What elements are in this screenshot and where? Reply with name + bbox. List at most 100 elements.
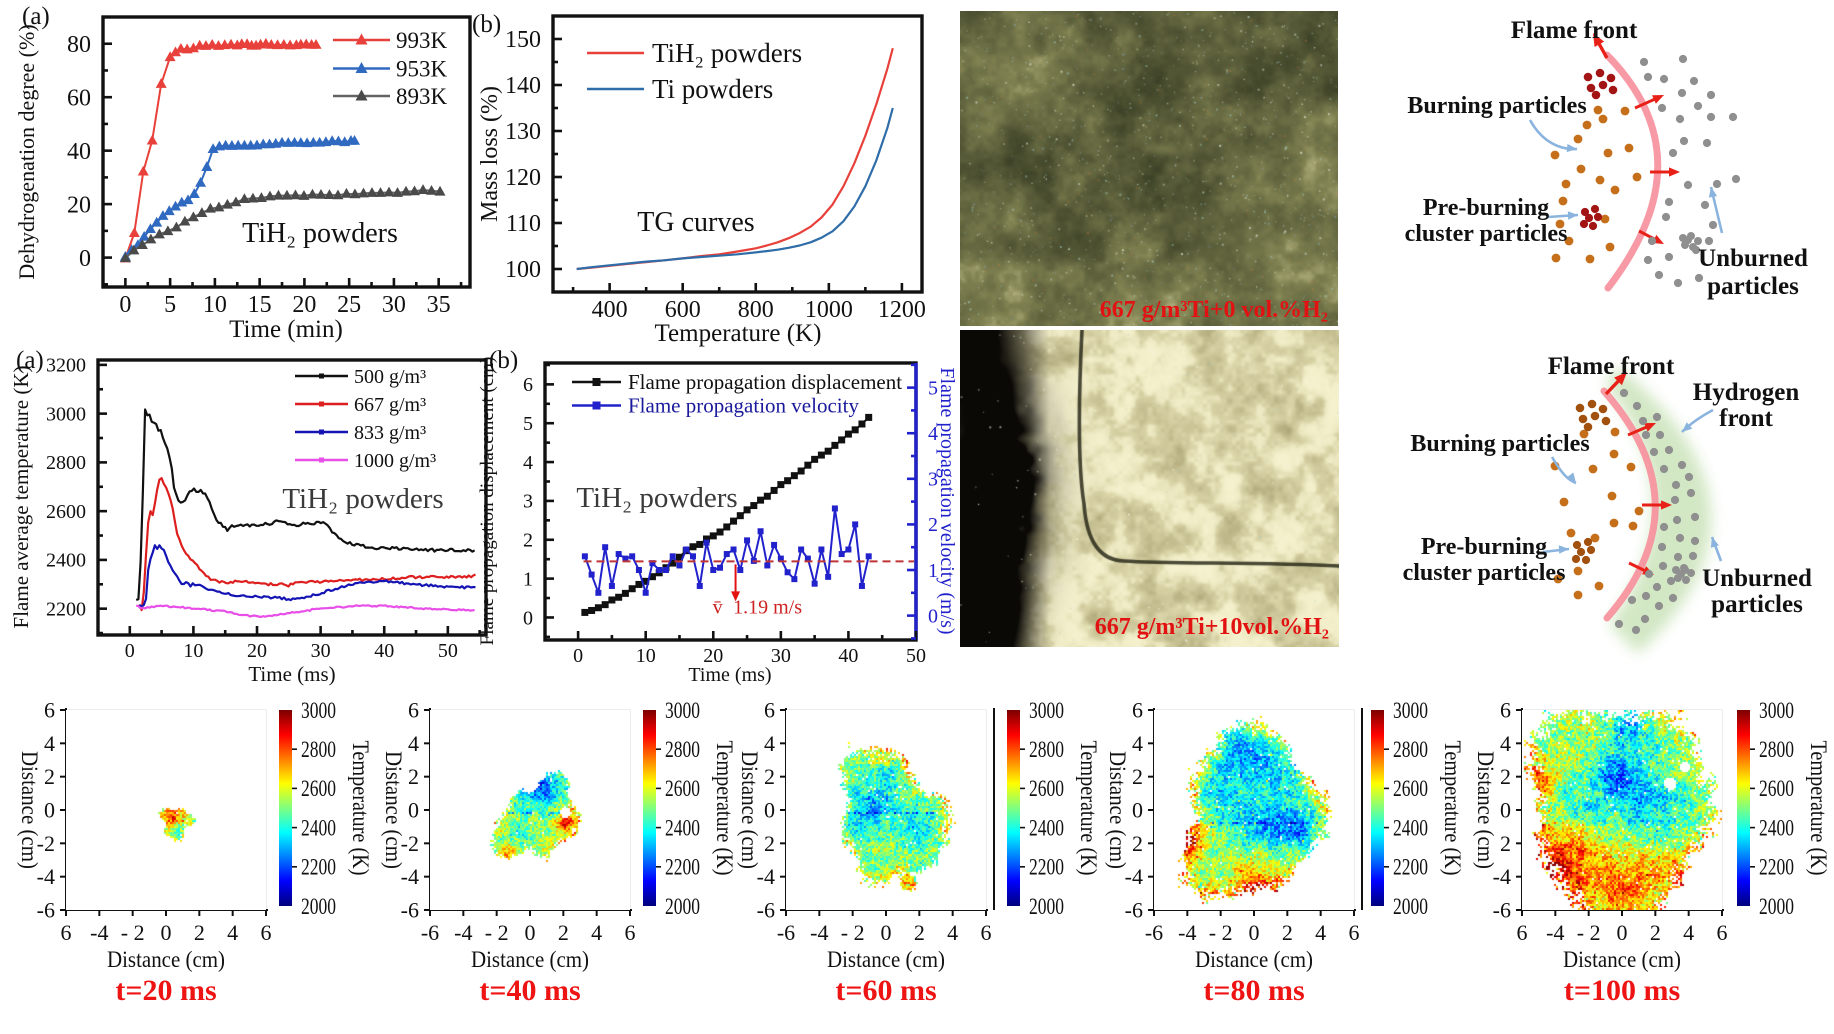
series-marker [434, 185, 446, 196]
colorbar-tick-label: 2000 [1759, 894, 1794, 919]
x-tick-label: -4 [1178, 920, 1196, 945]
y-tick-label: -6 [1125, 897, 1143, 922]
colorbar-tick-label: 2600 [665, 776, 700, 801]
heatmap-t40ms-caption: t=40 ms [479, 974, 581, 1007]
panel-letter: (a) [22, 3, 50, 30]
series-marker [804, 555, 811, 562]
unburned-particle-dot [1675, 533, 1685, 543]
temperature-map-40ms-cells [430, 710, 630, 910]
y-tick-label: 2 [408, 764, 419, 789]
burning-particle-dot [1632, 172, 1642, 182]
burning-particle-dot [1610, 427, 1620, 437]
series-marker [136, 239, 148, 250]
unburned-particle-dot [1664, 445, 1674, 455]
x-tick-label: 1000 [805, 297, 853, 323]
x-tick-label: 0 [1617, 920, 1628, 945]
panel-letter: (b) [472, 11, 501, 38]
colorbar-tick-label: 3000 [665, 698, 700, 723]
series-marker [601, 601, 609, 609]
burning-particle-dot [1551, 253, 1561, 263]
series-marker [662, 567, 669, 574]
series-marker [710, 567, 717, 574]
series-marker [764, 562, 771, 569]
x-tick-label: 20 [703, 645, 723, 667]
y-tick-label: 6 [44, 697, 55, 722]
x-tick-label: 40 [374, 640, 394, 662]
burning-particle-dot [1598, 114, 1608, 124]
cluster-particle-dot [1591, 90, 1601, 100]
y-tick-label: 4 [1132, 731, 1143, 756]
x-axis-title: Distance (cm) [471, 947, 589, 972]
annotation-arrowhead [1558, 545, 1569, 554]
series-marker [635, 580, 643, 588]
y-tick-label: 0 [523, 607, 533, 629]
x-tick-label: - 2 [841, 920, 865, 945]
colorbar-tick-label: 2200 [301, 855, 336, 880]
burning-particle-dot [1609, 518, 1619, 528]
y-axis-title: Dehydrogenation degree (%) [14, 24, 39, 279]
colorbar-tick-label: 2800 [301, 737, 336, 762]
series-marker [187, 42, 199, 53]
x-tick-label: 0 [119, 292, 131, 318]
series-marker [187, 211, 199, 222]
colorbar-tick-label: 2400 [1393, 815, 1428, 840]
series-marker [649, 560, 656, 567]
y-tick-label: -2 [401, 831, 419, 856]
x-axis-title: Distance (cm) [107, 947, 225, 972]
series-marker [831, 441, 839, 449]
panel-letter: (b) [489, 347, 518, 374]
series-marker [770, 486, 778, 494]
unburned-particle-dot [1657, 542, 1667, 552]
preburning-label-line1: Pre-burning [1421, 534, 1547, 560]
mechanism-with-hydrogen-svg: Flame front Burning particles Pre-burningc… [1403, 353, 1812, 654]
y2-tick-label: 5 [928, 377, 938, 399]
x-tick-label: - 2 [121, 920, 145, 945]
x-tick-label: 0 [881, 920, 892, 945]
cluster-particle-dot [1578, 414, 1588, 424]
inplot-label: TiH₂ powders [242, 218, 398, 249]
series-marker [676, 562, 683, 569]
series-marker [204, 202, 216, 213]
y-axis-title: Distance (cm) [1473, 751, 1498, 869]
preburning-cluster-dot [1579, 219, 1589, 229]
colorbar-tick-label: 2600 [1393, 776, 1428, 801]
y-tick-label: -4 [1125, 864, 1143, 889]
x-axis-title: Distance (cm) [827, 947, 945, 972]
x-tick-label: 4 [227, 920, 238, 945]
y-tick-label: -4 [37, 864, 55, 889]
colorbar-tick-label: 3000 [1759, 698, 1794, 723]
series-marker [629, 553, 636, 560]
series-marker [230, 196, 242, 207]
series-marker [818, 546, 825, 553]
colorbar-tick-label: 2200 [1029, 855, 1064, 880]
flame-front-label: Flame front [1548, 353, 1675, 380]
unburned-particle-dot [1666, 576, 1676, 586]
series-marker [628, 585, 636, 593]
unburned-particle-dot [1649, 447, 1659, 457]
series-marker [138, 230, 150, 241]
y-tick-label: 4 [44, 731, 55, 756]
annotation-arrowhead [1566, 143, 1577, 153]
heatmap-t60ms-caption: t=60 ms [835, 974, 937, 1007]
series-marker [743, 506, 751, 514]
burning-particle-dot [1553, 574, 1563, 584]
series-marker [366, 187, 378, 197]
colorbar-tick-label: 2400 [301, 815, 336, 840]
temperature-map-100ms-colorbar [1737, 710, 1750, 906]
series-marker [777, 481, 785, 489]
preburning-cluster-dot [1593, 212, 1603, 222]
unburned-particle-dot [1728, 112, 1738, 122]
series-marker [696, 540, 704, 548]
series-marker [737, 567, 744, 574]
x-tick-label: 400 [592, 297, 628, 323]
series-marker [349, 134, 361, 145]
legend-marker [319, 373, 324, 379]
annotation-arrowhead [1566, 472, 1576, 483]
unburned-particle-dot [1670, 495, 1680, 505]
axis-ticks [96, 363, 481, 635]
unburned-particle-dot [1632, 401, 1642, 411]
unburned-particle-dot [1643, 255, 1653, 265]
colorbar-tick-label: 2000 [1029, 894, 1064, 919]
hydrogen-front-label-line1: Hydrogen [1693, 379, 1800, 406]
y-tick-label: 2 [1132, 764, 1143, 789]
